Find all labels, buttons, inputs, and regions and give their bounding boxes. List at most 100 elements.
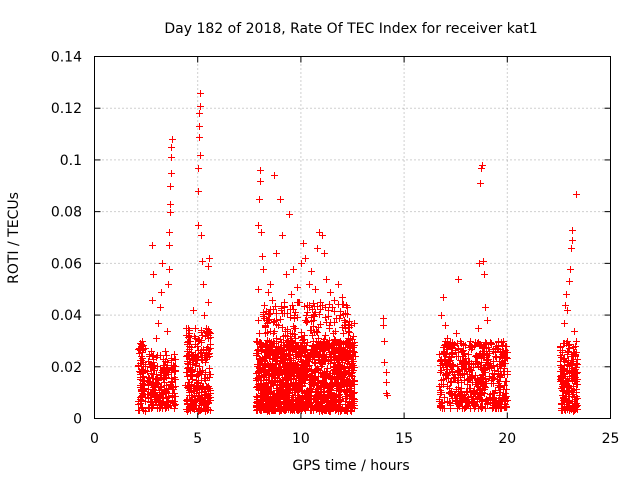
- data-point: [497, 374, 504, 381]
- data-point: [189, 376, 196, 383]
- data-point: [486, 348, 493, 355]
- data-point: [287, 357, 294, 364]
- data-point: [207, 371, 214, 378]
- data-point: [152, 376, 159, 383]
- data-point: [196, 134, 203, 141]
- data-point: [298, 348, 305, 355]
- data-point: [292, 309, 299, 316]
- data-point: [257, 341, 264, 348]
- data-point: [139, 404, 146, 411]
- data-point: [292, 360, 299, 367]
- data-point: [306, 362, 313, 369]
- data-point: [270, 319, 277, 326]
- data-point: [315, 379, 322, 386]
- data-point: [197, 90, 204, 97]
- data-point: [482, 405, 489, 412]
- data-point: [284, 371, 291, 378]
- data-point: [287, 363, 294, 370]
- data-point: [340, 330, 347, 337]
- data-point: [288, 364, 295, 371]
- data-point: [321, 388, 328, 395]
- data-point: [332, 337, 339, 344]
- data-point: [144, 391, 151, 398]
- data-point: [502, 355, 509, 362]
- y-tick-label: 0.08: [51, 205, 82, 221]
- data-point: [484, 361, 491, 368]
- data-point: [327, 392, 334, 399]
- data-point: [456, 402, 463, 409]
- data-point: [570, 351, 577, 358]
- data-point: [162, 370, 169, 377]
- data-point: [566, 278, 573, 285]
- data-point: [464, 371, 471, 378]
- data-point: [335, 301, 342, 308]
- data-point: [168, 154, 175, 161]
- data-point: [441, 342, 448, 349]
- data-point: [159, 398, 166, 405]
- data-point: [573, 338, 580, 345]
- data-point: [295, 392, 302, 399]
- data-point: [342, 325, 349, 332]
- data-point: [380, 315, 387, 322]
- data-point: [197, 350, 204, 357]
- data-point: [310, 300, 317, 307]
- data-point: [457, 338, 464, 345]
- data-point: [293, 383, 300, 390]
- data-point: [171, 374, 178, 381]
- data-point: [266, 408, 273, 415]
- data-point: [283, 271, 290, 278]
- data-point: [202, 369, 209, 376]
- data-point: [485, 344, 492, 351]
- data-point: [336, 391, 343, 398]
- data-point: [337, 386, 344, 393]
- data-point: [197, 103, 204, 110]
- data-point: [254, 338, 261, 345]
- data-point: [287, 386, 294, 393]
- data-point: [472, 372, 479, 379]
- data-point: [478, 165, 485, 172]
- data-point: [259, 366, 266, 373]
- x-tick-label: 15: [395, 431, 413, 447]
- data-point: [261, 372, 268, 379]
- data-point: [279, 324, 286, 331]
- data-point: [446, 369, 453, 376]
- data-point: [193, 360, 200, 367]
- data-point: [569, 227, 576, 234]
- data-point: [206, 353, 213, 360]
- data-point: [258, 390, 265, 397]
- data-point: [168, 379, 175, 386]
- data-point: [277, 316, 284, 323]
- data-point: [480, 379, 487, 386]
- data-point: [572, 396, 579, 403]
- data-point: [192, 335, 199, 342]
- data-point: [476, 260, 483, 267]
- data-point: [321, 250, 328, 257]
- data-point: [262, 360, 269, 367]
- data-point: [348, 322, 355, 329]
- data-point: [206, 394, 213, 401]
- data-point: [568, 375, 575, 382]
- data-point: [568, 388, 575, 395]
- data-point: [184, 358, 191, 365]
- data-point: [490, 358, 497, 365]
- data-point: [198, 406, 205, 413]
- data-point: [163, 395, 170, 402]
- data-point: [261, 302, 268, 309]
- data-point: [475, 381, 482, 388]
- data-point: [558, 372, 565, 379]
- data-point: [280, 357, 287, 364]
- data-point: [151, 387, 158, 394]
- data-point: [457, 374, 464, 381]
- data-point: [264, 337, 271, 344]
- data-point: [310, 405, 317, 412]
- data-point: [292, 325, 299, 332]
- data-point: [562, 302, 569, 309]
- data-point: [451, 392, 458, 399]
- data-point: [201, 312, 208, 319]
- data-point: [501, 352, 508, 359]
- data-point: [439, 399, 446, 406]
- data-point: [169, 392, 176, 399]
- data-point: [196, 402, 203, 409]
- data-point: [460, 353, 467, 360]
- data-point: [462, 404, 469, 411]
